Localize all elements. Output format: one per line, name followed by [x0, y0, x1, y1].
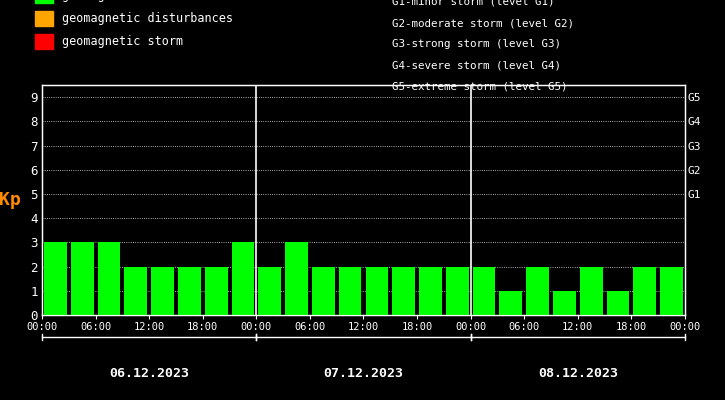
Bar — [339, 266, 362, 315]
Text: Kp: Kp — [0, 191, 20, 209]
Bar — [231, 242, 254, 315]
Text: geomagnetic disturbances: geomagnetic disturbances — [62, 12, 233, 25]
Bar — [365, 266, 389, 315]
Text: G4-severe storm (level G4): G4-severe storm (level G4) — [392, 60, 561, 70]
Bar — [634, 266, 656, 315]
Bar — [178, 266, 201, 315]
Text: 07.12.2023: 07.12.2023 — [323, 367, 404, 380]
Bar — [526, 266, 549, 315]
Bar — [98, 242, 120, 315]
Bar — [392, 266, 415, 315]
Bar — [419, 266, 442, 315]
Text: G5-extreme storm (level G5): G5-extreme storm (level G5) — [392, 82, 568, 92]
Bar — [44, 242, 67, 315]
Bar — [312, 266, 335, 315]
Bar — [607, 291, 629, 315]
Text: G3-strong storm (level G3): G3-strong storm (level G3) — [392, 39, 561, 49]
Bar — [71, 242, 94, 315]
Bar — [258, 266, 281, 315]
Bar — [473, 266, 495, 315]
Bar — [660, 266, 683, 315]
Bar — [580, 266, 602, 315]
Bar — [285, 242, 308, 315]
Text: geomagnetic calm: geomagnetic calm — [62, 0, 175, 2]
Bar — [500, 291, 522, 315]
Text: G2-moderate storm (level G2): G2-moderate storm (level G2) — [392, 18, 574, 28]
Text: 06.12.2023: 06.12.2023 — [109, 367, 189, 380]
Bar — [152, 266, 174, 315]
Text: 08.12.2023: 08.12.2023 — [538, 367, 618, 380]
Bar — [125, 266, 147, 315]
Bar — [446, 266, 468, 315]
Text: geomagnetic storm: geomagnetic storm — [62, 35, 183, 48]
Text: G1-minor storm (level G1): G1-minor storm (level G1) — [392, 0, 555, 7]
Bar — [553, 291, 576, 315]
Bar — [204, 266, 228, 315]
